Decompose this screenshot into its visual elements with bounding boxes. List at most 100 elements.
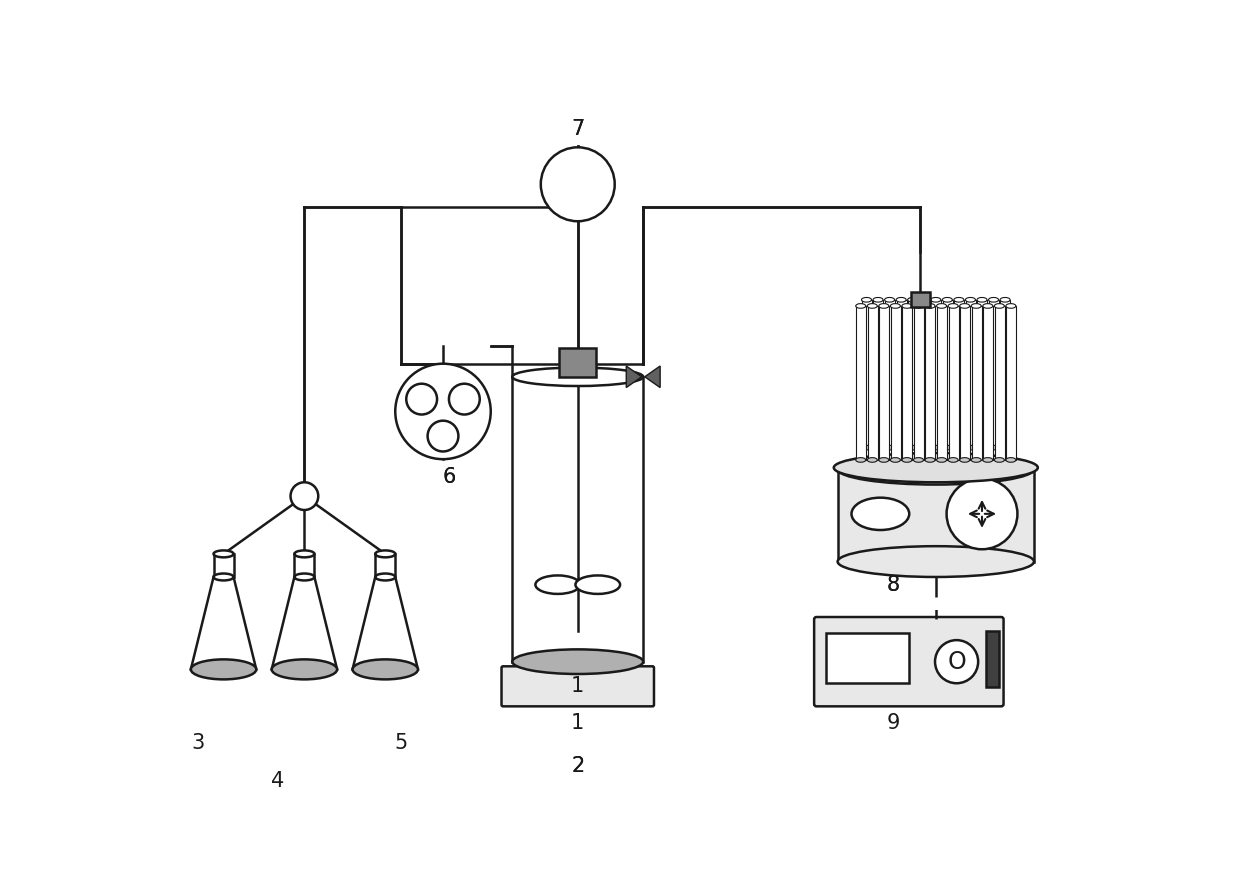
- Ellipse shape: [914, 458, 924, 462]
- FancyBboxPatch shape: [815, 617, 1003, 706]
- Ellipse shape: [960, 458, 970, 462]
- Ellipse shape: [914, 304, 924, 308]
- Text: 2: 2: [572, 755, 584, 776]
- Bar: [826, 633, 909, 683]
- Ellipse shape: [862, 445, 872, 450]
- Ellipse shape: [936, 304, 946, 308]
- Ellipse shape: [376, 551, 396, 557]
- Ellipse shape: [988, 445, 998, 450]
- Ellipse shape: [954, 298, 963, 302]
- Ellipse shape: [949, 304, 959, 308]
- Ellipse shape: [925, 458, 935, 462]
- Ellipse shape: [994, 304, 1004, 308]
- Bar: [873, 299, 883, 448]
- Ellipse shape: [919, 298, 929, 302]
- Ellipse shape: [856, 304, 866, 308]
- Ellipse shape: [908, 445, 918, 450]
- Bar: [994, 306, 1004, 460]
- Bar: [911, 292, 930, 308]
- Text: 7: 7: [572, 119, 584, 139]
- Bar: [977, 299, 987, 448]
- Ellipse shape: [908, 298, 918, 302]
- Bar: [862, 299, 872, 448]
- Ellipse shape: [352, 660, 418, 679]
- Text: O: O: [947, 650, 966, 674]
- Ellipse shape: [862, 298, 872, 302]
- Ellipse shape: [1001, 298, 1011, 302]
- Ellipse shape: [977, 445, 987, 450]
- FancyBboxPatch shape: [501, 666, 653, 706]
- Polygon shape: [376, 554, 396, 577]
- Polygon shape: [294, 554, 315, 577]
- Bar: [897, 299, 906, 448]
- Bar: [920, 299, 930, 448]
- Bar: [856, 306, 866, 460]
- Ellipse shape: [213, 551, 233, 557]
- Ellipse shape: [838, 454, 1034, 485]
- Bar: [955, 299, 965, 448]
- Ellipse shape: [191, 660, 257, 679]
- Text: 6: 6: [443, 467, 456, 487]
- Ellipse shape: [376, 574, 396, 580]
- Ellipse shape: [575, 576, 620, 594]
- Ellipse shape: [966, 445, 976, 450]
- Circle shape: [407, 384, 436, 415]
- Ellipse shape: [901, 304, 911, 308]
- Ellipse shape: [983, 304, 993, 308]
- Text: 1: 1: [572, 677, 584, 696]
- Ellipse shape: [949, 458, 959, 462]
- Ellipse shape: [272, 660, 337, 679]
- Ellipse shape: [833, 453, 1038, 482]
- Bar: [1001, 299, 1011, 448]
- Ellipse shape: [890, 458, 900, 462]
- Circle shape: [935, 640, 978, 683]
- Circle shape: [290, 482, 319, 510]
- Ellipse shape: [971, 304, 981, 308]
- Bar: [942, 299, 952, 448]
- Text: 6: 6: [443, 467, 456, 487]
- Text: 9: 9: [887, 713, 900, 733]
- Ellipse shape: [960, 304, 970, 308]
- Bar: [914, 306, 924, 460]
- Bar: [937, 306, 947, 460]
- Bar: [903, 306, 913, 460]
- Circle shape: [541, 148, 615, 221]
- Ellipse shape: [873, 445, 883, 450]
- Circle shape: [396, 364, 491, 460]
- Ellipse shape: [954, 445, 963, 450]
- Ellipse shape: [1006, 304, 1016, 308]
- Bar: [885, 299, 895, 448]
- Bar: [908, 299, 918, 448]
- Ellipse shape: [890, 304, 900, 308]
- Polygon shape: [838, 469, 1034, 561]
- Ellipse shape: [942, 445, 952, 450]
- Ellipse shape: [971, 458, 981, 462]
- Ellipse shape: [931, 445, 941, 450]
- Polygon shape: [213, 554, 233, 577]
- Bar: [960, 306, 970, 460]
- Text: 3: 3: [191, 732, 205, 753]
- Ellipse shape: [931, 298, 941, 302]
- Ellipse shape: [897, 445, 906, 450]
- Ellipse shape: [879, 304, 889, 308]
- Ellipse shape: [901, 458, 911, 462]
- Bar: [931, 299, 941, 448]
- Ellipse shape: [867, 458, 877, 462]
- Polygon shape: [645, 366, 660, 388]
- Ellipse shape: [512, 649, 644, 674]
- Circle shape: [946, 478, 1017, 549]
- Bar: [983, 306, 993, 460]
- Text: 2: 2: [572, 755, 584, 776]
- Bar: [559, 348, 596, 376]
- Ellipse shape: [1006, 458, 1016, 462]
- Text: 8: 8: [887, 575, 900, 595]
- Bar: [966, 299, 976, 448]
- Circle shape: [449, 384, 480, 415]
- Ellipse shape: [966, 298, 976, 302]
- Ellipse shape: [942, 298, 952, 302]
- Ellipse shape: [294, 551, 315, 557]
- Text: 7: 7: [572, 119, 584, 139]
- Ellipse shape: [536, 576, 580, 594]
- Ellipse shape: [994, 458, 1004, 462]
- Ellipse shape: [838, 546, 1034, 577]
